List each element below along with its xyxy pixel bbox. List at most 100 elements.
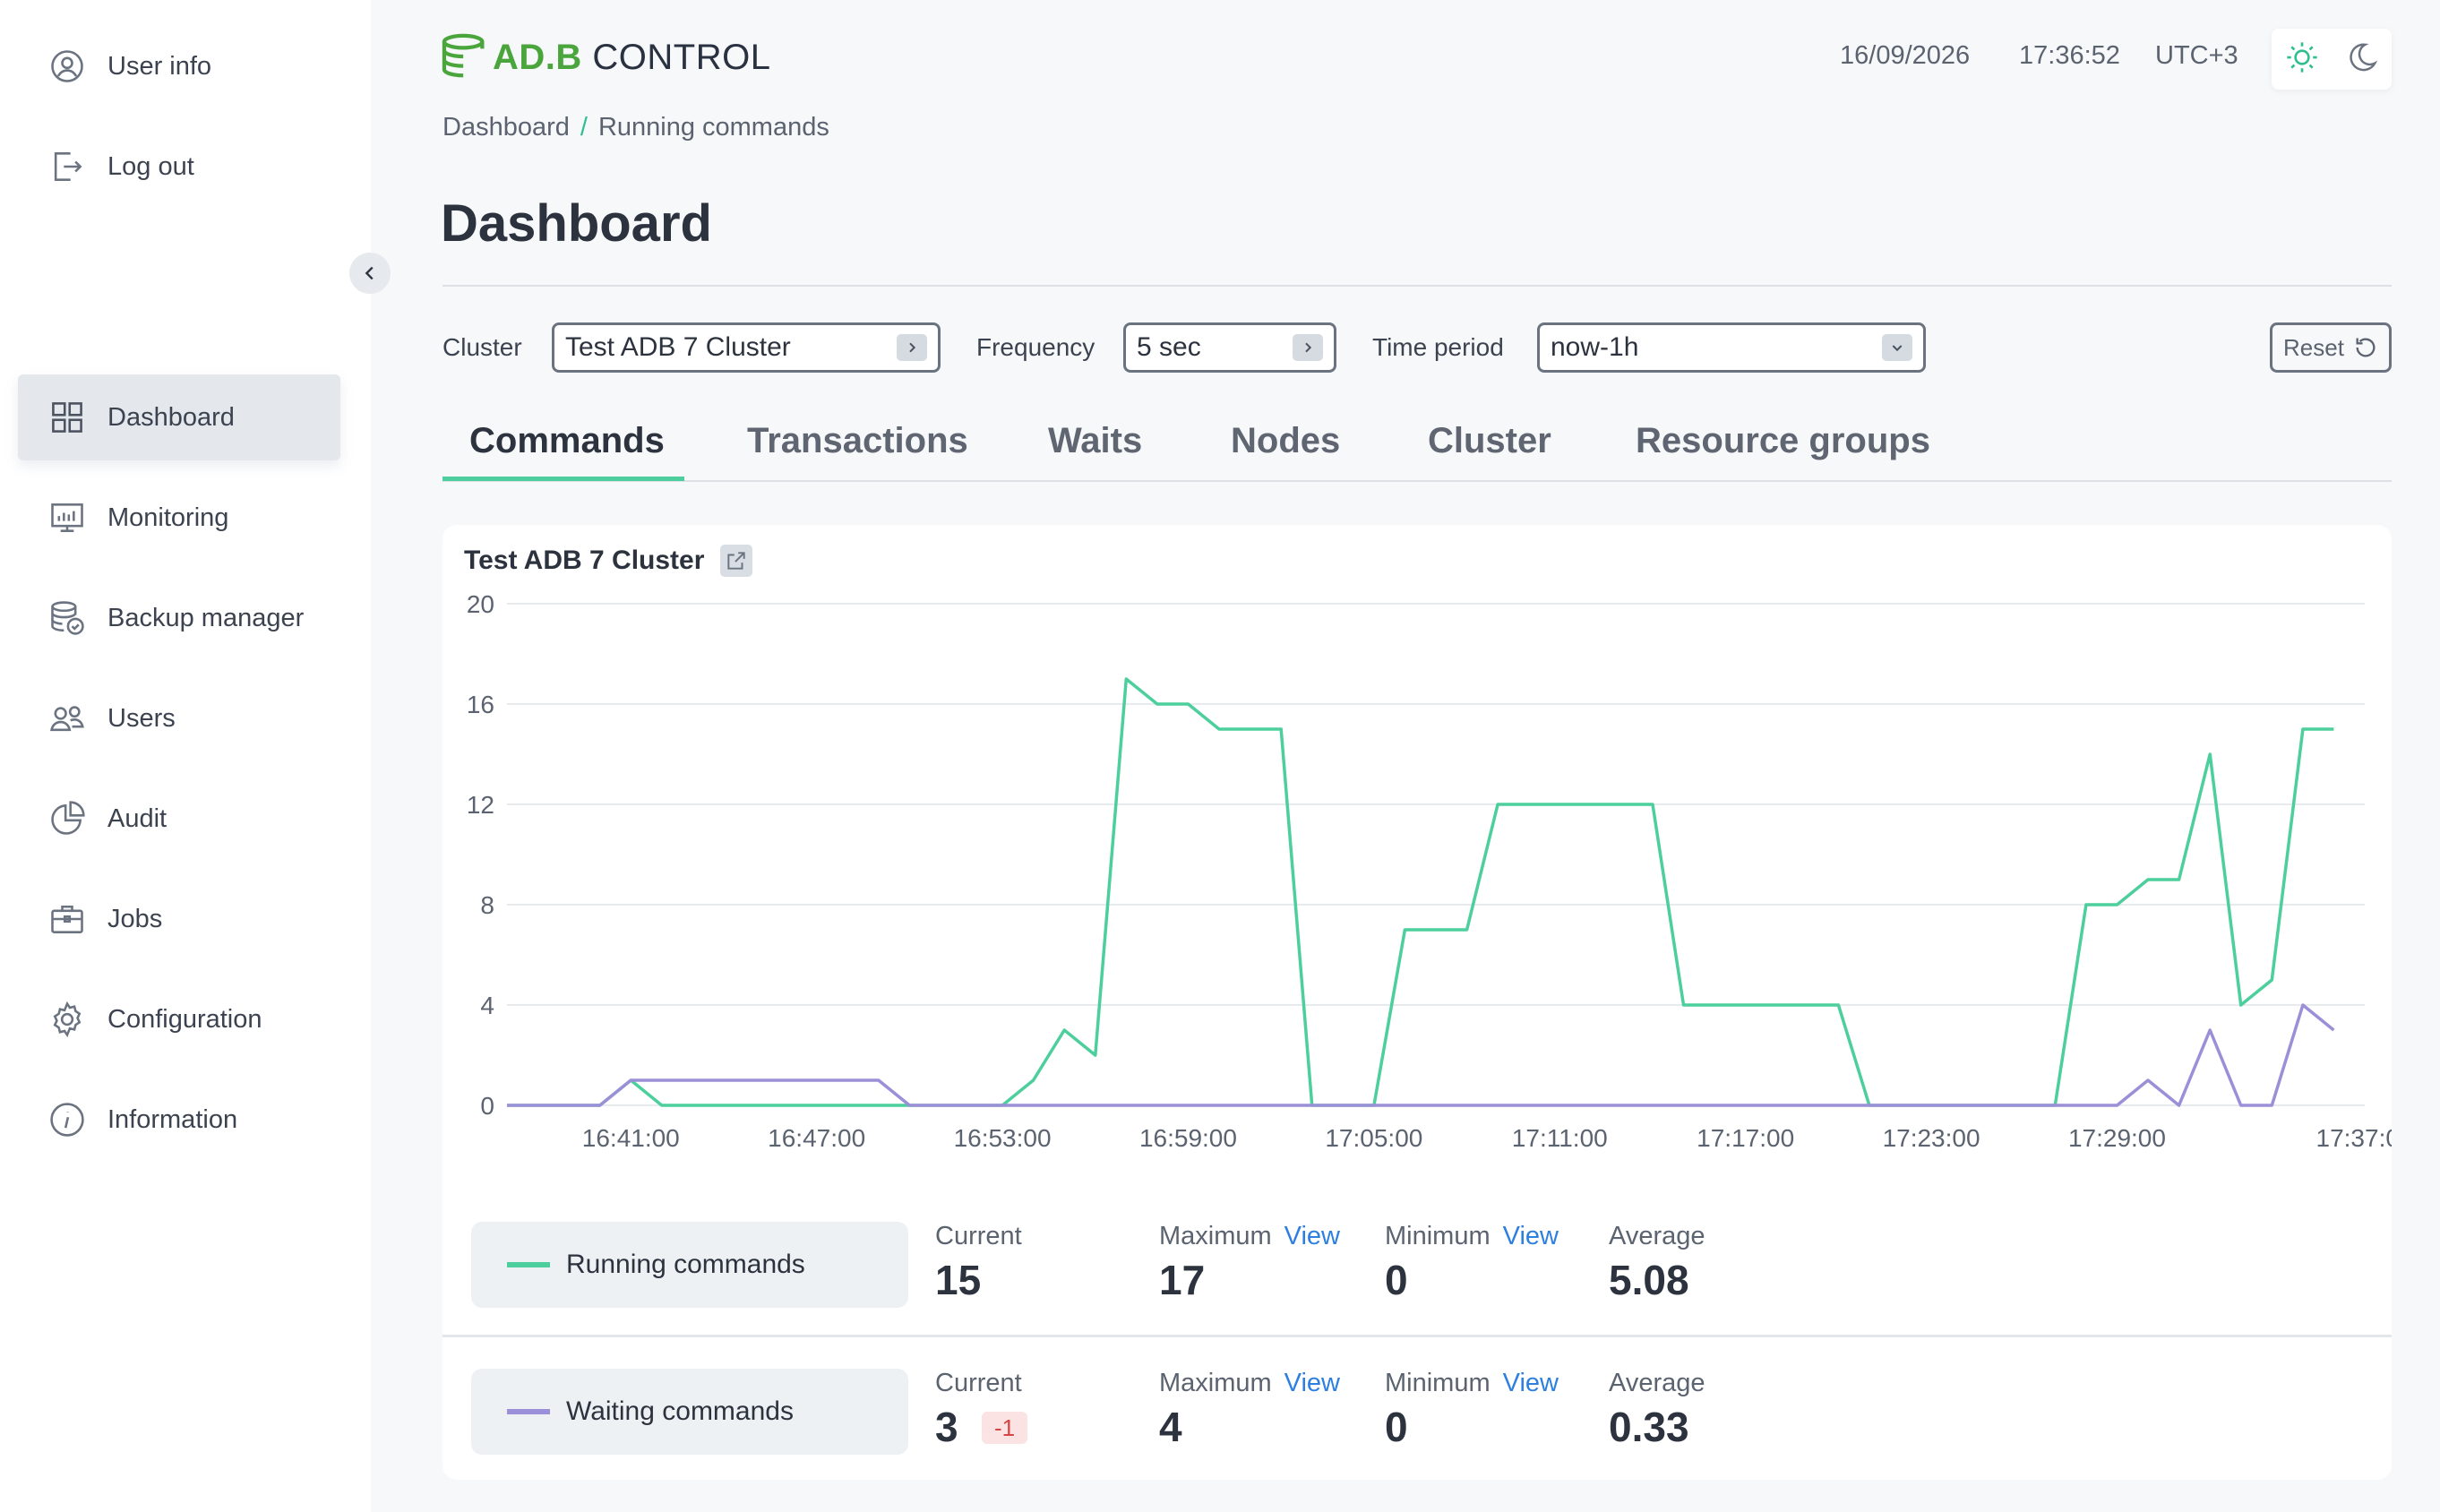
cluster-select[interactable]: Test ADB 7 Cluster	[552, 322, 941, 373]
dashboard-grid-icon	[47, 397, 88, 438]
stats-row-divider	[442, 1335, 2392, 1337]
frequency-select-value: 5 sec	[1137, 332, 1201, 362]
users-icon	[47, 698, 88, 739]
light-theme-button[interactable]	[2283, 39, 2321, 81]
tab-transactions[interactable]: Transactions	[747, 421, 968, 460]
chart-card: Test ADB 7 Cluster 0 4 8 12 16 20 16:41:00 16:4…	[442, 525, 2392, 1480]
sidebar-item-log-out[interactable]: Log out	[18, 124, 340, 210]
y-tick-label: 16	[467, 691, 494, 718]
x-tick-label: 17:29:00	[2068, 1124, 2166, 1152]
chevron-left-icon	[365, 266, 374, 280]
minimum-view-link[interactable]: View	[1502, 1369, 1559, 1397]
sidebar-item-label: Monitoring	[107, 503, 229, 532]
x-tick-label: 16:47:00	[768, 1124, 865, 1152]
tab-resource-groups[interactable]: Resource groups	[1636, 421, 1930, 460]
minimum-label: Minimum View	[1385, 1222, 1559, 1251]
sidebar-item-configuration[interactable]: Configuration	[18, 976, 340, 1062]
chart-card-title: Test ADB 7 Cluster	[464, 545, 753, 577]
sidebar-item-users[interactable]: Users	[18, 675, 340, 761]
sidebar-item-label: User info	[107, 51, 212, 81]
page-title: Dashboard	[441, 194, 712, 253]
info-icon	[47, 1099, 88, 1140]
time-period-select[interactable]: now-1h	[1537, 322, 1926, 373]
sidebar-item-dashboard[interactable]: Dashboard	[18, 374, 340, 460]
dark-theme-button[interactable]	[2344, 39, 2380, 80]
legend-swatch-waiting	[507, 1409, 550, 1414]
sidebar-item-user-info[interactable]: User info	[18, 23, 340, 109]
legend-swatch-running	[507, 1262, 550, 1267]
reset-button-label: Reset	[2283, 333, 2344, 361]
average-value: 5.08	[1609, 1257, 1689, 1303]
maximum-value: 17	[1159, 1257, 1206, 1303]
external-link-button[interactable]	[720, 545, 753, 577]
maximum-value: 4	[1159, 1404, 1182, 1450]
title-divider	[442, 285, 2392, 287]
breadcrumb-current: Running commands	[597, 113, 829, 142]
tab-commands[interactable]: Commands	[469, 421, 665, 460]
chart-card-title-text: Test ADB 7 Cluster	[464, 546, 705, 575]
x-tick-label: 17:17:00	[1697, 1124, 1794, 1152]
minimum-label-text: Minimum	[1385, 1369, 1491, 1397]
sidebar-item-monitoring[interactable]: Monitoring	[18, 475, 340, 561]
logo-text-dark: CONTROL	[592, 37, 771, 77]
maximum-view-link[interactable]: View	[1284, 1369, 1341, 1397]
sidebar-item-backup-manager[interactable]: Backup manager	[18, 575, 340, 661]
x-tick-label: 17:37:00	[2316, 1124, 2393, 1152]
time-period-select-value: now-1h	[1551, 332, 1639, 362]
backup-database-icon	[47, 597, 88, 639]
tab-waits[interactable]: Waits	[1048, 421, 1143, 460]
legend-running-commands[interactable]: Running commands	[471, 1222, 908, 1308]
sidebar-item-label: Backup manager	[107, 603, 305, 632]
average-value: 0.33	[1609, 1404, 1689, 1450]
maximum-view-link[interactable]: View	[1284, 1222, 1341, 1250]
frequency-label: Frequency	[976, 333, 1095, 361]
sidebar-item-jobs[interactable]: Jobs	[18, 876, 340, 962]
y-tick-label: 4	[480, 992, 494, 1019]
x-tick-label: 17:11:00	[1512, 1124, 1608, 1152]
breadcrumb-separator: /	[580, 113, 588, 142]
series-line-running-commands	[507, 677, 2334, 1107]
sidebar-item-label: Configuration	[107, 1004, 262, 1034]
y-tick-label: 8	[480, 891, 494, 919]
tab-cluster[interactable]: Cluster	[1428, 421, 1551, 460]
app-logo[interactable]: AD.B CONTROL	[441, 30, 770, 84]
reset-button[interactable]: Reset	[2270, 322, 2392, 373]
minimum-label-text: Minimum	[1385, 1222, 1491, 1250]
sidebar-item-label: Jobs	[107, 904, 163, 933]
briefcase-icon	[47, 898, 88, 940]
minimum-value: 0	[1385, 1257, 1408, 1303]
maximum-label-text: Maximum	[1159, 1369, 1272, 1397]
header-timezone: UTC+3	[2155, 41, 2238, 70]
database-logo-icon	[442, 33, 485, 78]
minimum-view-link[interactable]: View	[1502, 1222, 1559, 1250]
maximum-label: Maximum View	[1159, 1222, 1340, 1251]
sidebar-item-audit[interactable]: Audit	[18, 776, 340, 862]
moon-icon	[2350, 43, 2378, 71]
reset-icon	[2356, 338, 2376, 357]
x-tick-label: 17:05:00	[1325, 1124, 1422, 1152]
breadcrumb-root-link[interactable]: Dashboard	[442, 113, 570, 142]
x-tick-label: 16:59:00	[1139, 1124, 1237, 1152]
sidebar-item-information[interactable]: Information	[18, 1077, 340, 1163]
average-label: Average	[1609, 1222, 1705, 1250]
x-tick-label: 16:41:00	[582, 1124, 680, 1152]
sidebar-item-label: Information	[107, 1104, 238, 1134]
tabs-divider	[442, 480, 2392, 482]
cluster-select-value: Test ADB 7 Cluster	[565, 332, 791, 362]
active-tab-indicator	[442, 477, 684, 481]
current-value: 15	[935, 1257, 982, 1303]
current-value: 3	[935, 1404, 958, 1450]
chevron-right-icon	[897, 334, 927, 361]
maximum-label: Maximum View	[1159, 1369, 1340, 1398]
minimum-label: Minimum View	[1385, 1369, 1559, 1398]
tab-nodes[interactable]: Nodes	[1231, 421, 1341, 460]
sidebar-collapse-button[interactable]	[349, 253, 391, 294]
running-commands-chart: 0 4 8 12 16 20 16:41:00 16:47:00 16:53:00 16:59:0…	[467, 590, 2393, 1152]
user-circle-icon	[47, 46, 88, 87]
frequency-select[interactable]: 5 sec	[1123, 322, 1336, 373]
delta-badge: -1	[982, 1412, 1028, 1444]
legend-waiting-commands[interactable]: Waiting commands	[471, 1369, 908, 1455]
pie-chart-icon	[47, 798, 88, 839]
current-label: Current	[935, 1222, 1022, 1250]
sidebar-item-label: Log out	[107, 151, 194, 181]
